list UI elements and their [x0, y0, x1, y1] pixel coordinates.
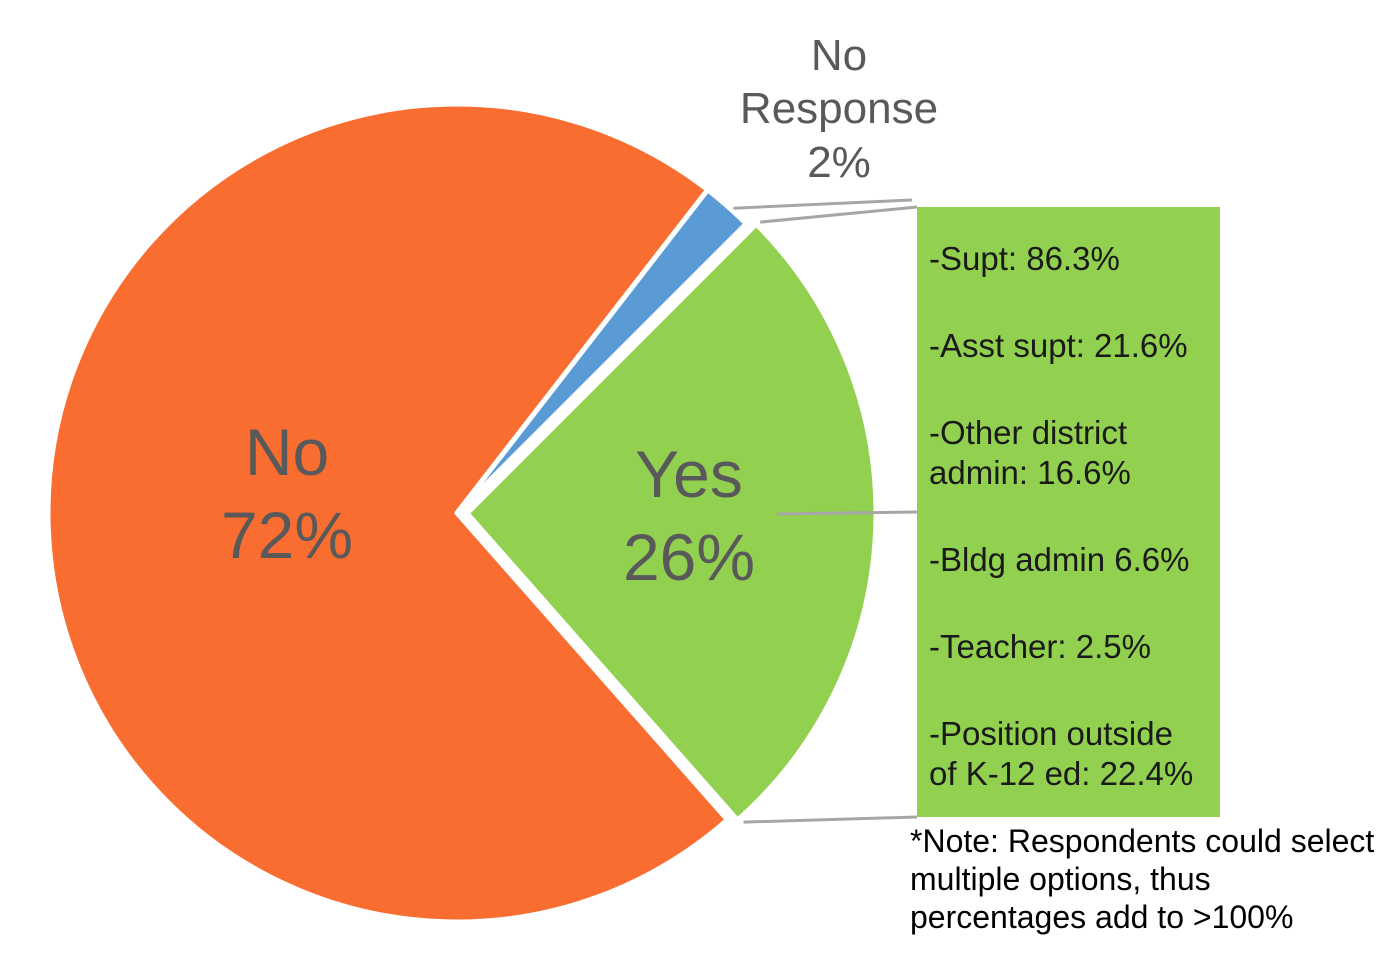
leader-lines [733, 198, 918, 824]
slice-label-no-response-line2: Response [740, 84, 938, 133]
callout-connector-top [760, 205, 918, 224]
slice-value-yes: 26% [623, 520, 755, 594]
footnote: *Note: Respondents could select multiple… [910, 823, 1375, 935]
breakdown-item-bldg-admin: -Bldg admin 6.6% [929, 541, 1190, 578]
pie-slice-yes [464, 221, 879, 823]
slice-label-no: No [245, 415, 329, 489]
pie-slices [45, 101, 879, 925]
callout-connector-bottom [743, 815, 918, 824]
breakdown-item-outside-k12: -Position outside of K-12 ed: 22.4% [929, 715, 1194, 792]
yes-breakdown-callout: -Supt: 86.3% -Asst supt: 21.6% -Other di… [917, 207, 1220, 817]
breakdown-item-other-district-admin: -Other district admin: 16.6% [929, 414, 1131, 491]
pie-slice-no [45, 101, 730, 925]
slice-value-no-response: 2% [807, 138, 871, 187]
slice-value-no: 72% [221, 498, 353, 572]
callout-connector-middle [776, 510, 918, 516]
pie-slice-no-response [454, 187, 749, 516]
slice-label-yes: Yes [635, 437, 743, 511]
breakdown-item-asst-supt: -Asst supt: 21.6% [929, 327, 1188, 364]
breakdown-item-teacher: -Teacher: 2.5% [929, 628, 1151, 665]
slice-label-no-response-line1: No [811, 31, 867, 80]
breakdown-item-supt: -Supt: 86.3% [929, 240, 1120, 277]
leader-line-no-response [733, 198, 913, 210]
